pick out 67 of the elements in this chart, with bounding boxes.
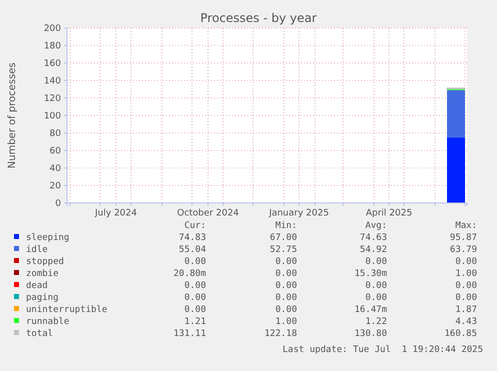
legend-label: stopped	[26, 257, 64, 267]
text: 0.00	[275, 269, 297, 279]
text: 0.00	[455, 257, 477, 267]
y-tick-label: 180	[44, 41, 62, 52]
y-tick-label: 160	[44, 58, 62, 69]
text: 74.63	[360, 233, 387, 243]
y-tick-label: 60	[50, 146, 62, 156]
text: 4.43	[455, 317, 477, 327]
y-tick-label: 80	[50, 128, 62, 139]
text: 0.00	[275, 257, 297, 267]
y-tick-label: 100	[44, 111, 62, 122]
text: 55.04	[178, 245, 206, 255]
legend-label: total	[26, 329, 54, 339]
text: Avg:	[365, 221, 387, 231]
text: 160.85	[444, 329, 477, 339]
text: 63.79	[450, 245, 477, 255]
text: Cur:	[184, 221, 206, 231]
text: 0.00	[365, 281, 387, 291]
legend-label: idle	[26, 245, 48, 255]
text: 67.00	[270, 233, 297, 243]
y-tick-label: 120	[44, 94, 62, 104]
text: 0.00	[184, 305, 206, 315]
legend-label: zombie	[26, 269, 59, 279]
text: 95.87	[450, 233, 477, 243]
legend-label: runnable	[26, 317, 70, 327]
text: 1.21	[184, 317, 206, 327]
text: 0.00	[365, 257, 387, 267]
x-tick-label: July 2024	[94, 208, 138, 218]
y-tick-label: 40	[50, 164, 62, 174]
text: 131.11	[173, 329, 206, 339]
text: 1.00	[275, 317, 297, 327]
text: 52.75	[270, 245, 297, 255]
legend-label: dead	[26, 281, 48, 291]
text: 1.22	[365, 317, 387, 327]
text: 130.80	[354, 329, 387, 339]
text: 0.00	[275, 281, 297, 291]
text: 122.18	[264, 329, 297, 339]
text: 16.47m	[354, 305, 387, 315]
legend-label: sleeping	[26, 233, 70, 243]
text: 0.00	[455, 281, 477, 291]
legend-label: paging	[26, 293, 59, 303]
y-axis-title: Number of processes	[7, 62, 18, 168]
text: 0.00	[275, 293, 297, 303]
text: 0.00	[184, 293, 206, 303]
text: 0.00	[184, 281, 206, 291]
legend-label: uninterruptible	[26, 305, 108, 315]
text: 0.00	[455, 293, 477, 303]
text: 1.00	[455, 269, 477, 279]
text: 1.87	[455, 305, 477, 315]
x-tick-label: October 2024	[177, 208, 240, 218]
text: 0.00	[275, 305, 297, 315]
y-tick-label: 140	[44, 76, 62, 86]
y-tick-label: 20	[50, 181, 62, 192]
x-tick-label: January 2025	[268, 208, 329, 218]
y-tick-label: 200	[44, 24, 62, 34]
text: 15.30m	[354, 269, 387, 279]
text: Max:	[455, 221, 477, 231]
text: 74.83	[178, 233, 206, 243]
y-tick-label: 0	[55, 198, 62, 209]
text: 20.80m	[173, 269, 206, 279]
text: Last update: Tue Jul 1 19:20:44 2025	[282, 345, 483, 355]
text: Min:	[275, 221, 297, 231]
x-tick-label: April 2025	[366, 208, 412, 218]
text: 0.00	[365, 293, 387, 303]
text: 54.92	[360, 245, 387, 255]
text: 0.00	[184, 257, 206, 267]
chart-title: Processes - by year	[200, 11, 317, 25]
